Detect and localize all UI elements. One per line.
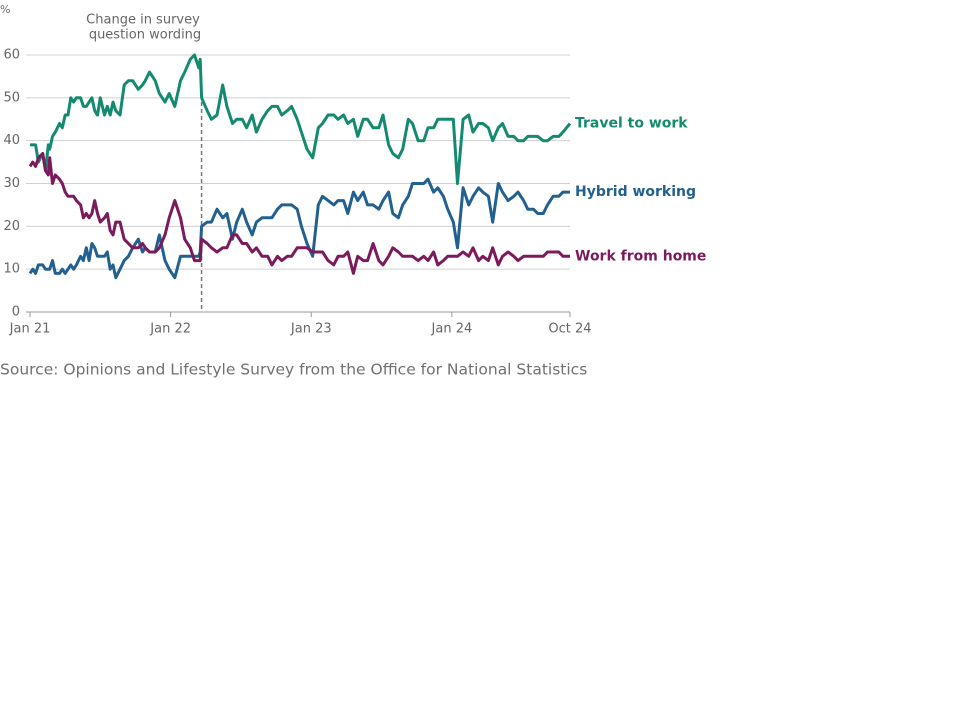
- annotation-text: question wording: [89, 28, 201, 43]
- x-tick-label: Jan 24: [431, 322, 473, 337]
- series-label: Hybrid working: [575, 184, 696, 200]
- y-tick-label: 60: [3, 48, 20, 63]
- annotation-text: Change in survey: [86, 13, 200, 28]
- series-line: [28, 152, 570, 275]
- x-tick-label: Jan 22: [149, 322, 191, 337]
- source: Source: Opinions and Lifestyle Survey fr…: [0, 361, 587, 379]
- y-tick-label: 10: [3, 262, 20, 277]
- y-unit: %: [0, 3, 10, 16]
- series-label: Travel to work: [575, 116, 688, 132]
- y-tick-label: 0: [12, 305, 20, 320]
- y-tick-label: 30: [3, 176, 20, 191]
- x-tick-label: Jan 23: [290, 322, 332, 337]
- series-label: Work from home: [575, 248, 706, 264]
- series-line: [30, 53, 572, 185]
- y-tick-label: 50: [3, 90, 20, 105]
- y-tick-label: 20: [3, 219, 20, 234]
- y-tick-label: 40: [3, 133, 20, 148]
- series-line: [28, 177, 570, 280]
- x-tick-label: Jan 21: [9, 322, 51, 337]
- x-tick-label: Oct 24: [548, 322, 591, 337]
